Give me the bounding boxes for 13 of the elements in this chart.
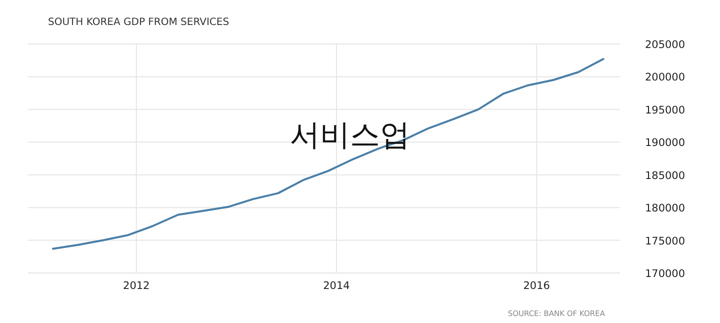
y-tick-label: 180000 (644, 202, 686, 215)
x-tick-label: 2014 (323, 280, 350, 292)
x-tick-label: 2012 (123, 280, 150, 292)
chart-title: SOUTH KOREA GDP FROM SERVICES (48, 17, 230, 28)
y-tick-label: 190000 (644, 137, 686, 150)
annotation: 서비스업 (290, 118, 410, 153)
y-tick-label: 195000 (644, 104, 686, 116)
y-tick-label: 185000 (644, 170, 686, 182)
y-tick-label: 175000 (644, 235, 686, 248)
x-tick-label: 2016 (523, 280, 550, 292)
y-tick-label: 170000 (644, 268, 686, 280)
y-tick-label: 205000 (644, 39, 686, 51)
y-tick-label: 200000 (644, 72, 686, 84)
